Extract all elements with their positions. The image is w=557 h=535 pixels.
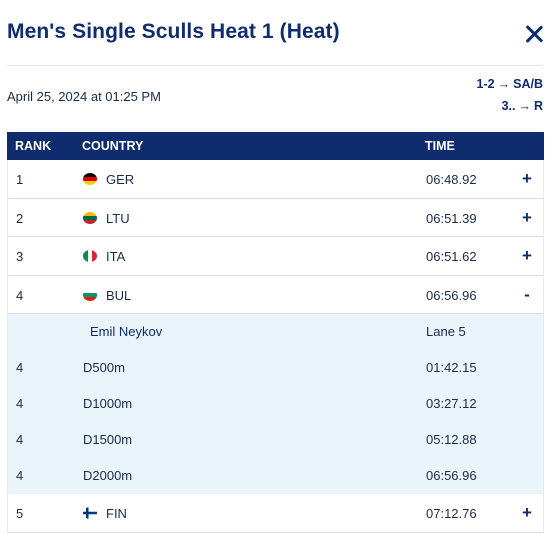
table-row[interactable]: 1 GER 06:48.92 + <box>7 160 544 199</box>
lane-label: Lane 5 <box>426 324 466 339</box>
progression-from: 1-2 <box>476 77 495 91</box>
race-date: April 25, 2024 at 01:25 PM <box>7 89 161 104</box>
rank-cell: 2 <box>16 210 24 226</box>
country-code: FIN <box>106 506 127 521</box>
split-row: 4 D1500m 05:12.88 <box>8 422 543 458</box>
table-row[interactable]: 5 FIN 07:12.76 + <box>7 494 544 533</box>
time-cell: 06:51.62 <box>426 249 477 264</box>
time-cell: 07:12.76 <box>426 506 477 521</box>
expand-button[interactable]: + <box>522 207 532 227</box>
table-row[interactable]: 3 ITA 06:51.62 + <box>7 237 544 276</box>
country-flag-icon <box>83 173 97 185</box>
split-distance: D1500m <box>83 432 133 447</box>
arrow-right-icon: → <box>518 99 531 113</box>
athlete-name: Emil Neykov <box>90 324 163 339</box>
split-time: 05:12.88 <box>426 432 477 447</box>
progression-rule-1: 1-2 → SA/B <box>477 77 543 91</box>
table-row[interactable]: 2 LTU 06:51.39 + <box>7 198 544 237</box>
country-code: BUL <box>106 287 132 303</box>
country-code: LTU <box>106 210 130 226</box>
country-flag-icon <box>83 250 97 262</box>
progression-to: SA/B <box>513 77 543 91</box>
split-distance: D1000m <box>83 396 133 411</box>
arrow-right-icon: → <box>497 77 511 91</box>
column-header-time: TIME <box>425 139 455 153</box>
athlete-row: Emil Neykov Lane 5 <box>8 314 543 350</box>
page-title: Men's Single Sculls Heat 1 (Heat) <box>7 20 340 43</box>
expanded-details: Emil Neykov Lane 5 4 D500m 01:42.15 4 D1000m… <box>7 314 544 494</box>
column-header-country: COUNTRY <box>82 139 144 153</box>
collapse-button[interactable]: - <box>524 284 530 304</box>
time-cell: 06:48.92 <box>426 172 477 187</box>
split-distance: D500m <box>83 360 125 375</box>
table-header: RANK COUNTRY TIME <box>7 132 544 160</box>
rank-cell: 3 <box>16 249 24 264</box>
split-rank: 4 <box>16 360 24 375</box>
split-time: 03:27.12 <box>426 396 477 411</box>
split-row: 4 D1000m 03:27.12 <box>8 386 543 422</box>
time-cell: 06:56.96 <box>426 287 477 303</box>
country-code: GER <box>106 172 135 187</box>
expand-button[interactable]: + <box>522 246 532 265</box>
progression-to: R <box>533 99 543 113</box>
split-rank: 4 <box>16 432 24 447</box>
country-flag-icon <box>83 211 97 224</box>
expand-button[interactable]: + <box>522 503 532 522</box>
split-time: 01:42.15 <box>426 360 477 375</box>
country-code: ITA <box>106 249 126 264</box>
expand-button[interactable]: + <box>522 169 532 188</box>
split-row: 4 D500m 01:42.15 <box>8 350 543 386</box>
country-flag-icon <box>83 288 97 301</box>
rank-cell: 5 <box>16 506 24 521</box>
column-header-rank: RANK <box>15 139 52 153</box>
table-row[interactable]: 4 BUL 06:56.96 - <box>7 275 544 314</box>
split-rank: 4 <box>16 396 24 411</box>
split-rank: 4 <box>16 468 24 483</box>
rank-cell: 1 <box>16 172 24 187</box>
divider <box>7 65 543 66</box>
progression-rule-2: 3.. → R <box>502 99 543 113</box>
split-row: 4 D2000m 06:56.96 <box>8 458 543 494</box>
close-icon[interactable] <box>525 25 543 43</box>
progression-from: 3.. <box>501 99 516 113</box>
finland-flag-icon <box>83 507 97 519</box>
split-time: 06:56.96 <box>426 468 477 483</box>
split-distance: D2000m <box>83 468 133 483</box>
rank-cell: 4 <box>16 287 24 303</box>
time-cell: 06:51.39 <box>426 210 477 226</box>
results-table: RANK COUNTRY TIME 1 GER 06:48.92 +2 LTU 06:51… <box>7 132 544 533</box>
